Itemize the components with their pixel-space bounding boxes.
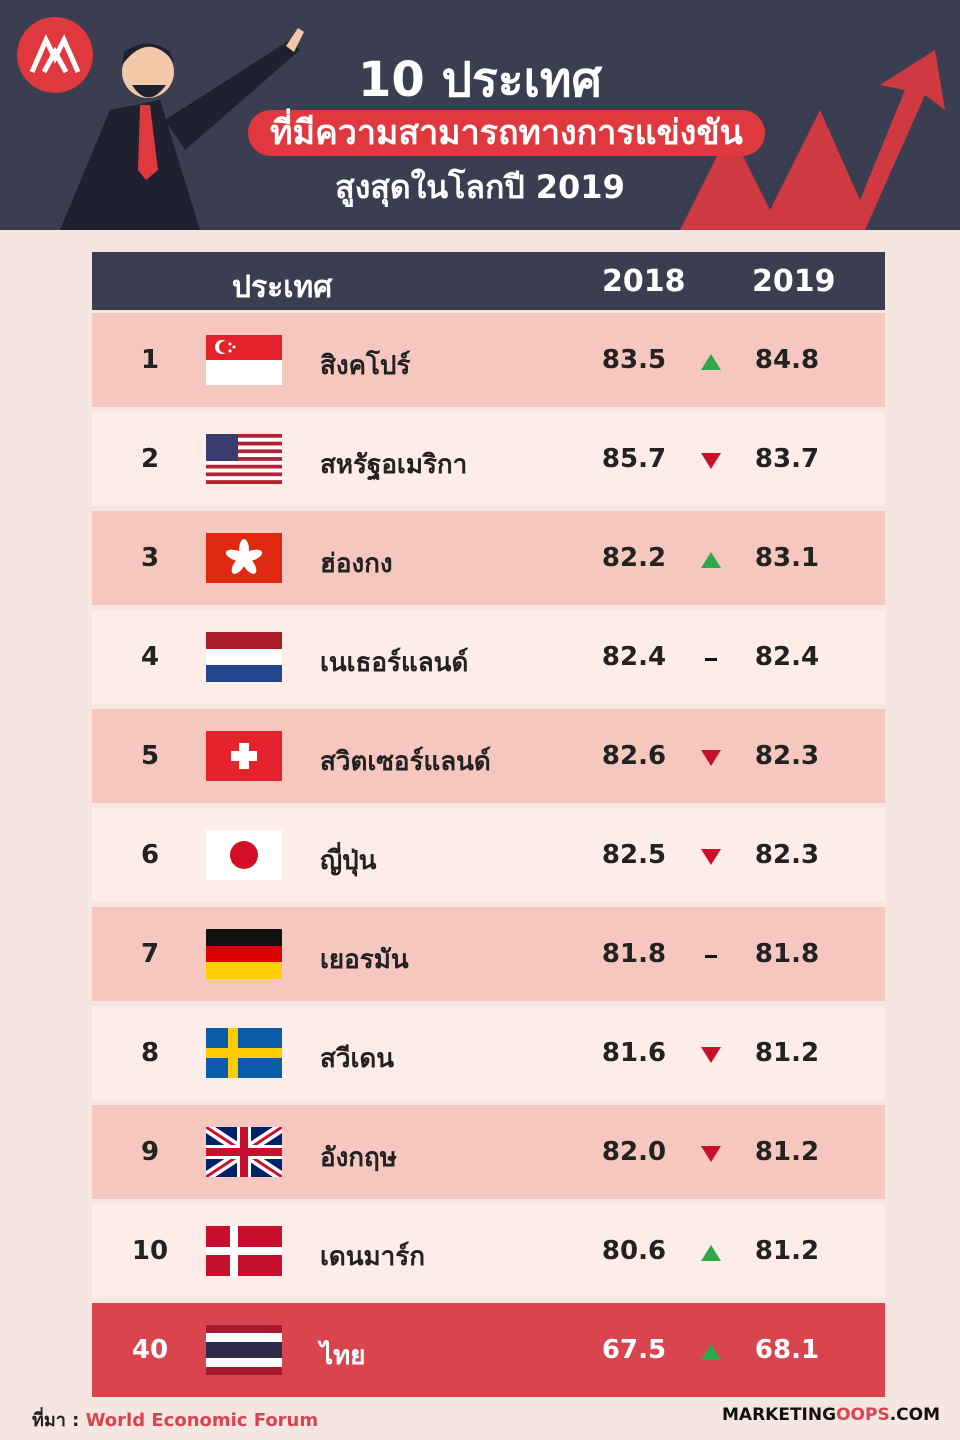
subtitle-pill (248, 110, 765, 156)
rank: 2 (140, 444, 160, 474)
table-row: 6 ญี่ปุ่น 82.5 82.3 (92, 808, 885, 902)
score-2018: 82.2 (601, 543, 667, 573)
score-2019: 83.7 (754, 444, 820, 474)
country: สหรัฐอเมริกา (320, 450, 468, 480)
score-2018: 67.5 (601, 1335, 667, 1365)
country: อังกฤษ (320, 1143, 397, 1173)
score-2018: 83.5 (601, 345, 667, 375)
trend-icon (701, 1146, 721, 1162)
trend-icon (705, 955, 717, 958)
rank: 5 (140, 741, 160, 771)
country: ไทย (320, 1341, 366, 1371)
country: ญี่ปุ่น (320, 846, 377, 876)
column-header: 2018 (602, 264, 686, 299)
trend-icon (701, 1245, 721, 1261)
table-header: ประเทศ 2018 2019 (92, 252, 885, 310)
source: ที่มา : World Economic Forum (32, 1405, 318, 1434)
subtitle: ที่มีความสามารถทางการแข่งขัน (270, 113, 743, 153)
flag (206, 632, 282, 682)
score-2019: 82.3 (754, 840, 820, 870)
score-2018: 81.8 (601, 939, 667, 969)
source-name: World Economic Forum (85, 1410, 319, 1431)
table-row: 8 สวีเดน 81.6 81.2 (92, 1006, 885, 1100)
flag (206, 533, 282, 583)
country: ฮ่องกง (320, 549, 393, 579)
country: เดนมาร์ก (320, 1242, 425, 1272)
flag (206, 1226, 282, 1276)
rank: 6 (140, 840, 160, 870)
table-row: 7 เยอรมัน 81.8 81.8 (92, 907, 885, 1001)
table-row: 1 สิงคโปร์ 83.5 84.8 (92, 313, 885, 407)
score-2018: 85.7 (601, 444, 667, 474)
country: สวิตเซอร์แลนด์ (320, 747, 491, 777)
table: 1 สิงคโปร์ 83.5 84.8 2 สหรัฐอเมริกา 85.7 83.7 3 ฮ… (92, 313, 885, 1402)
trend-icon (701, 453, 721, 469)
column-header: 2019 (752, 264, 836, 299)
rank: 3 (140, 543, 160, 573)
table-row: 2 สหรัฐอเมริกา 85.7 83.7 (92, 412, 885, 506)
flag (206, 434, 282, 484)
score-2018: 80.6 (601, 1236, 667, 1266)
trend-icon (701, 1047, 721, 1063)
rank: 9 (140, 1137, 160, 1167)
brand-part: .COM (889, 1405, 940, 1425)
country: สิงคโปร์ (320, 351, 411, 381)
flag (206, 1028, 282, 1078)
brand-part: OOPS (836, 1405, 890, 1425)
banner: 10 ประเทศ ที่มีความสามารถทางการแข่งขัน ส… (0, 0, 960, 230)
rank: 10 (131, 1236, 169, 1266)
score-2019: 83.1 (754, 543, 820, 573)
country: เนเธอร์แลนด์ (320, 648, 469, 678)
source-label: ที่มา : (32, 1410, 80, 1431)
rank: 8 (140, 1038, 160, 1068)
flag (206, 731, 282, 781)
score-2019: 81.2 (754, 1137, 820, 1167)
trend-icon (701, 354, 721, 370)
country: สวีเดน (320, 1044, 395, 1074)
score-2019: 84.8 (754, 345, 820, 375)
table-row: 3 ฮ่องกง 82.2 83.1 (92, 511, 885, 605)
table-row: 9 อังกฤษ 82.0 81.2 (92, 1105, 885, 1199)
column-header: ประเทศ (232, 270, 333, 305)
score-2019: 81.2 (754, 1236, 820, 1266)
title: 10 ประเทศ (357, 52, 603, 108)
flag (206, 1127, 282, 1177)
flag (206, 929, 282, 979)
score-2018: 82.0 (601, 1137, 667, 1167)
score-2019: 81.2 (754, 1038, 820, 1068)
trend-icon (701, 552, 721, 568)
flag (206, 1325, 282, 1375)
flag (206, 335, 282, 385)
brand: MARKETINGOOPS.COM (722, 1405, 940, 1425)
score-2019: 82.3 (754, 741, 820, 771)
score-2019: 81.8 (754, 939, 820, 969)
table-row: 4 เนเธอร์แลนด์ 82.4 82.4 (92, 610, 885, 704)
rank: 4 (140, 642, 160, 672)
score-2018: 82.4 (601, 642, 667, 672)
decoration (17, 17, 945, 230)
score-2018: 82.6 (601, 741, 667, 771)
table-row: 40 ไทย 67.5 68.1 (92, 1303, 885, 1397)
score-2019: 68.1 (754, 1335, 820, 1365)
trend-icon (701, 849, 721, 865)
rank: 1 (140, 345, 160, 375)
table-row: 10 เดนมาร์ก 80.6 81.2 (92, 1204, 885, 1298)
trend-icon (701, 1344, 721, 1360)
flag (206, 830, 282, 880)
brand-part: MARKETING (722, 1405, 837, 1425)
score-2018: 81.6 (601, 1038, 667, 1068)
subtitle-2: สูงสุดในโลกปี 2019 (335, 168, 625, 206)
score-2018: 82.5 (601, 840, 667, 870)
country: เยอรมัน (320, 945, 409, 975)
rank: 40 (131, 1335, 169, 1365)
trend-icon (701, 750, 721, 766)
trend-icon (705, 658, 717, 661)
table-row: 5 สวิตเซอร์แลนด์ 82.6 82.3 (92, 709, 885, 803)
rank: 7 (140, 939, 160, 969)
score-2019: 82.4 (754, 642, 820, 672)
